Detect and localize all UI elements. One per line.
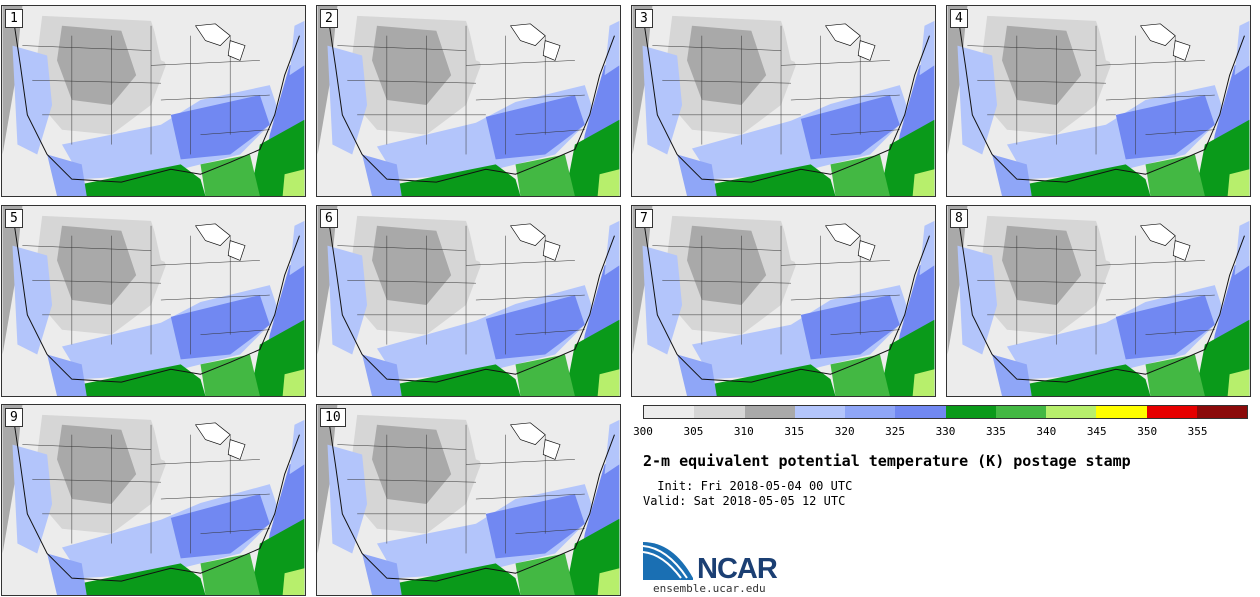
map-panel <box>632 6 935 196</box>
colorbar-segment <box>744 406 795 418</box>
map-panel <box>632 206 935 396</box>
member-label: 9 <box>5 408 23 427</box>
colorbar-tick-label: 345 <box>1086 425 1107 438</box>
colorbar-segment <box>995 406 1046 418</box>
map-panel <box>317 206 620 396</box>
plot-title: 2-m equivalent potential temperature (K)… <box>643 452 1131 470</box>
colorbar-segment <box>945 406 996 418</box>
member-label: 7 <box>635 209 653 228</box>
map-panel <box>947 6 1250 196</box>
member-label: 4 <box>950 9 968 28</box>
colorbar-tick-label: 325 <box>885 425 906 438</box>
stamp-member-2[interactable]: 2 <box>316 5 621 197</box>
colorbar-segment <box>1046 406 1097 418</box>
colorbar-segment <box>694 406 745 418</box>
member-label: 6 <box>320 209 338 228</box>
colorbar-segment <box>644 406 695 418</box>
colorbar-tick-label: 330 <box>935 425 956 438</box>
stamp-member-8[interactable]: 8 <box>946 205 1251 397</box>
member-label: 5 <box>5 209 23 228</box>
colorbar-tick-label: 305 <box>683 425 704 438</box>
colorbar-segment <box>895 406 946 418</box>
ncar-logo-text: NCAR <box>697 553 778 585</box>
map-panel <box>947 206 1250 396</box>
colorbar-segment <box>1096 406 1147 418</box>
member-label: 1 <box>5 9 23 28</box>
stamp-member-3[interactable]: 3 <box>631 5 936 197</box>
colorbar-ticks: 300 305 310 315 320 325 330 335 340 345 350 355 <box>633 425 1248 439</box>
colorbar-tick-label: 340 <box>1036 425 1057 438</box>
colorbar-tick-label: 315 <box>784 425 805 438</box>
member-label: 3 <box>635 9 653 28</box>
stamp-member-6[interactable]: 6 <box>316 205 621 397</box>
colorbar-tick-label: 310 <box>733 425 754 438</box>
init-time: Init: Fri 2018-05-04 00 UTC <box>650 479 853 493</box>
colorbar-segment <box>1196 406 1247 418</box>
colorbar-segment <box>845 406 896 418</box>
stamp-member-10[interactable]: 10 <box>316 404 621 596</box>
map-panel <box>2 6 305 196</box>
stamp-member-7[interactable]: 7 <box>631 205 936 397</box>
colorbar-segment <box>1146 406 1197 418</box>
colorbar-tick-label: 300 <box>633 425 653 438</box>
member-label: 10 <box>320 408 346 427</box>
colorbar-tick-label: 350 <box>1137 425 1158 438</box>
stamp-member-4[interactable]: 4 <box>946 5 1251 197</box>
ncar-logo-icon <box>643 542 693 580</box>
stamp-member-9[interactable]: 9 <box>1 404 306 596</box>
colorbar-tick-label: 355 <box>1187 425 1208 438</box>
colorbar-segment <box>794 406 845 418</box>
map-panel <box>317 6 620 196</box>
map-panel <box>2 405 305 595</box>
colorbar-tick-label: 335 <box>985 425 1006 438</box>
colorbar <box>643 405 1248 419</box>
stamp-member-5[interactable]: 5 <box>1 205 306 397</box>
site-url: ensemble.ucar.edu <box>653 582 766 595</box>
map-panel <box>317 405 620 595</box>
map-panel <box>2 206 305 396</box>
member-label: 8 <box>950 209 968 228</box>
member-label: 2 <box>320 9 338 28</box>
colorbar-tick-label: 320 <box>834 425 855 438</box>
stamp-member-1[interactable]: 1 <box>1 5 306 197</box>
valid-time: Valid: Sat 2018-05-05 12 UTC <box>643 494 846 508</box>
